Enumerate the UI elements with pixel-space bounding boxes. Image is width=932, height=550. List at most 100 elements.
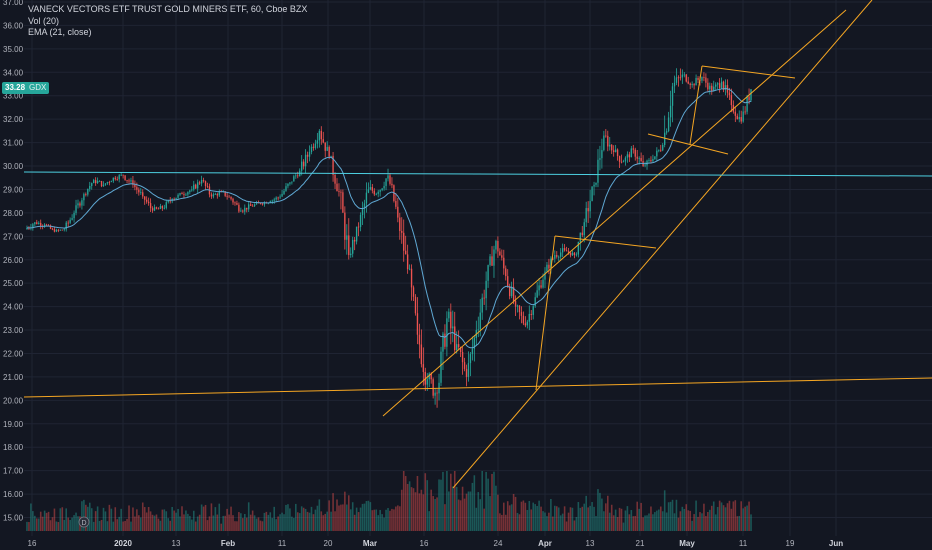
candle-body bbox=[452, 326, 454, 329]
volume-bar bbox=[132, 507, 134, 531]
candle-body bbox=[603, 135, 605, 151]
long-term-support-line[interactable] bbox=[23, 377, 932, 398]
candle-body bbox=[340, 191, 342, 193]
candle-body bbox=[85, 194, 87, 195]
candle-body bbox=[57, 229, 60, 231]
volume-bar bbox=[300, 506, 303, 531]
volume-bar bbox=[269, 512, 272, 531]
candle-body bbox=[304, 154, 307, 167]
y-tick-label: 22.00 bbox=[3, 349, 24, 358]
volume-bar bbox=[100, 519, 103, 531]
candle-body bbox=[614, 149, 617, 152]
volume-bar bbox=[140, 517, 142, 531]
candle-body bbox=[577, 241, 580, 255]
candle-body bbox=[742, 111, 744, 122]
volume-bar bbox=[579, 507, 582, 531]
volume-bar bbox=[654, 512, 656, 531]
trendline-drawings[interactable] bbox=[23, 0, 932, 489]
candle-body bbox=[369, 187, 372, 190]
volume-bar bbox=[640, 502, 642, 531]
candle-body bbox=[514, 300, 517, 307]
price-axis[interactable]: 37.00 36.00 35.00 34.00 33.00 32.00 31.00 30.00… bbox=[3, 0, 24, 523]
flag3-left[interactable] bbox=[689, 65, 703, 145]
volume-bar bbox=[673, 513, 676, 531]
candle-body bbox=[654, 156, 656, 159]
volume-bar bbox=[49, 520, 52, 531]
volume-bar bbox=[567, 512, 570, 531]
resistance-line[interactable] bbox=[23, 171, 932, 177]
flag1-top[interactable] bbox=[554, 235, 657, 249]
x-tick-label: 2020 bbox=[114, 539, 132, 548]
candle-body bbox=[495, 241, 497, 250]
legend-vol[interactable]: Vol (20) bbox=[28, 15, 60, 26]
volume-bar bbox=[124, 520, 126, 531]
candle-body bbox=[389, 175, 391, 184]
candle-body bbox=[575, 254, 578, 256]
volume-bar bbox=[612, 515, 615, 531]
candle-body bbox=[185, 194, 187, 196]
volume-bar bbox=[446, 471, 448, 531]
volume-bar bbox=[342, 504, 344, 531]
volume-bar bbox=[165, 511, 168, 531]
volume-bar bbox=[104, 511, 107, 531]
candle-body bbox=[118, 175, 120, 180]
volume-bar bbox=[96, 506, 99, 531]
volume-bar bbox=[351, 502, 354, 531]
flag3-top[interactable] bbox=[701, 65, 796, 79]
volume-bar bbox=[224, 515, 226, 531]
volume-bar bbox=[489, 496, 491, 531]
candle-body bbox=[59, 229, 62, 231]
candle-body bbox=[408, 268, 411, 270]
candle-body bbox=[314, 143, 317, 148]
candle-body bbox=[367, 189, 370, 193]
candle-body bbox=[689, 83, 691, 86]
volume-bar bbox=[705, 516, 707, 531]
volume-bar bbox=[30, 503, 32, 531]
candle-body bbox=[89, 185, 91, 189]
flag1-left[interactable] bbox=[535, 235, 556, 391]
volume-bar bbox=[442, 471, 444, 531]
candle-body bbox=[734, 111, 737, 116]
legend-ema[interactable]: EMA (21, close) bbox=[28, 27, 92, 37]
candle-body bbox=[522, 315, 525, 324]
volume-bar bbox=[477, 492, 480, 531]
channel-upper-line[interactable] bbox=[382, 9, 847, 417]
y-tick-label: 32.00 bbox=[3, 115, 24, 124]
candle-body bbox=[489, 256, 491, 266]
y-tick-label: 16.00 bbox=[3, 490, 24, 499]
candle-body bbox=[558, 256, 560, 258]
candle-body bbox=[306, 154, 309, 157]
volume-bar bbox=[143, 507, 146, 531]
candle-body bbox=[198, 182, 201, 184]
volume-bar bbox=[408, 481, 411, 531]
volume-bar bbox=[622, 522, 625, 531]
volume-bar bbox=[112, 521, 115, 531]
candle-body bbox=[108, 182, 111, 183]
volume-bar bbox=[532, 502, 535, 531]
volume-bar bbox=[126, 518, 128, 531]
candle-body bbox=[106, 182, 109, 184]
volume-bar bbox=[399, 506, 401, 531]
candle-body bbox=[530, 313, 532, 315]
candle-body bbox=[479, 312, 481, 330]
candle-body bbox=[91, 183, 93, 186]
candle-body bbox=[663, 132, 666, 145]
candle-body bbox=[36, 222, 38, 225]
events-marker[interactable]: D bbox=[78, 516, 90, 528]
candle-body bbox=[499, 251, 501, 256]
candle-body bbox=[338, 191, 340, 192]
volume-bar bbox=[434, 499, 436, 531]
volume-bar bbox=[220, 523, 223, 531]
volume-bar bbox=[561, 513, 564, 531]
flag2-top[interactable] bbox=[647, 133, 729, 155]
volume-bar bbox=[26, 521, 28, 531]
time-axis[interactable]: 16 2020 13 Feb 11 20 Mar 16 24 Apr 13 21 May 11 19 Jun bbox=[28, 539, 844, 548]
volume-bar bbox=[648, 513, 650, 531]
volume-bar bbox=[295, 503, 297, 531]
volume-bar bbox=[179, 516, 181, 531]
candle-body bbox=[636, 156, 638, 159]
volume-bar bbox=[371, 510, 374, 531]
volume-bar bbox=[251, 510, 254, 531]
channel-lower-line[interactable] bbox=[452, 0, 873, 489]
